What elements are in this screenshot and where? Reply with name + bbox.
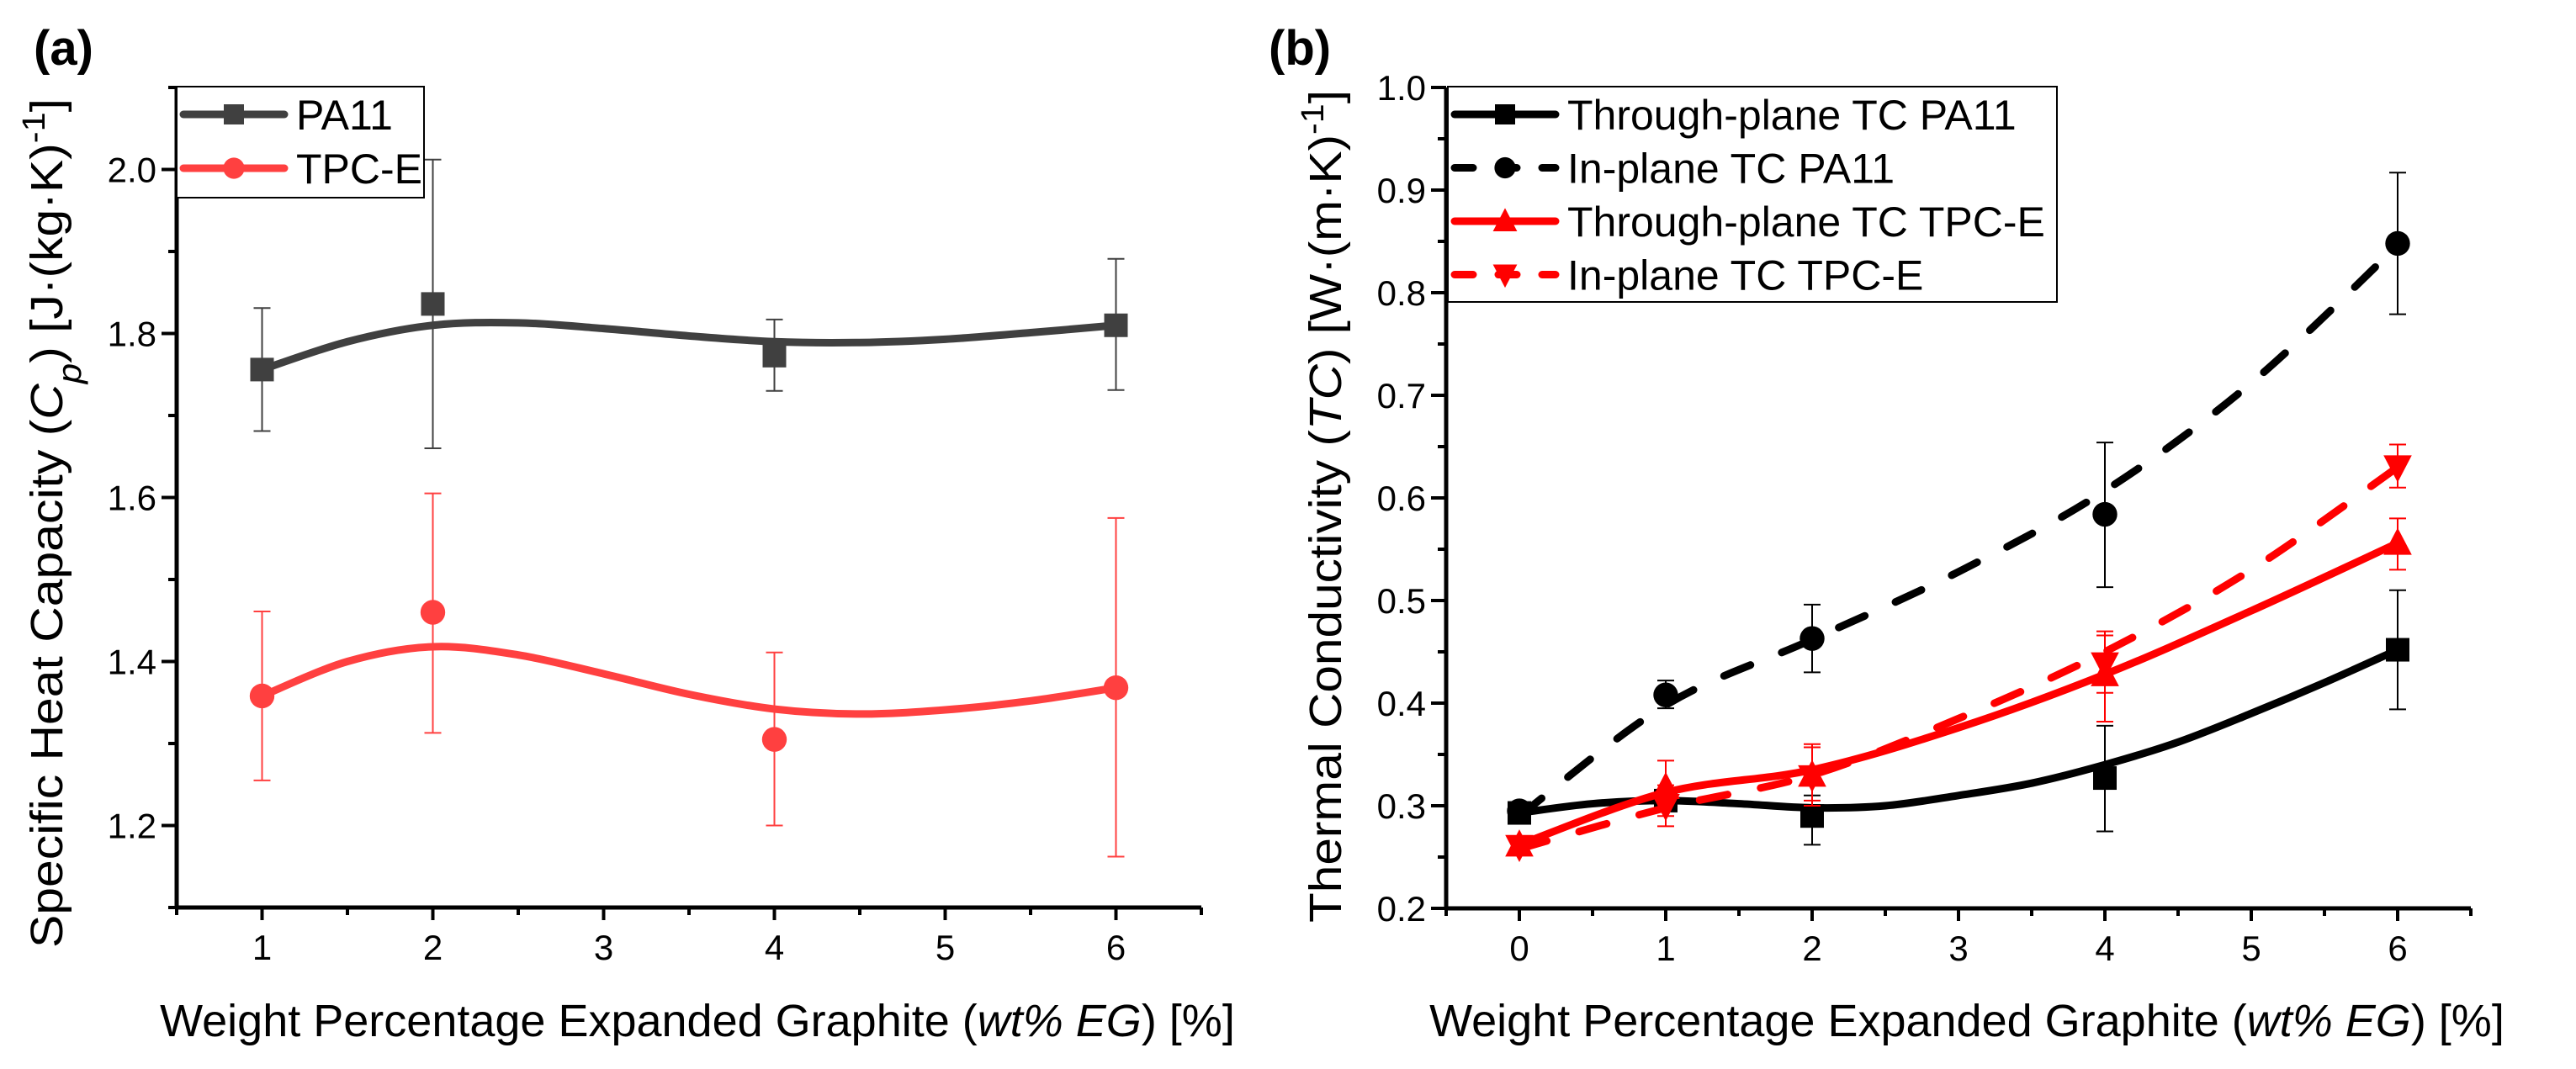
- x-tick-label: 1: [1656, 929, 1675, 968]
- data-point: [1799, 626, 1825, 651]
- x-axis-title: Weight Percentage Expanded Graphite (wt%…: [1429, 996, 2504, 1046]
- series-in-plane-tc-tpc-e: [1505, 443, 2412, 862]
- y-tick-label: 1.2: [108, 807, 156, 846]
- data-point: [2385, 230, 2410, 257]
- legend-box: [176, 86, 425, 198]
- legend: PA11 TPC-E: [176, 86, 425, 198]
- legend-marker: [1492, 208, 1518, 231]
- data-point: [1651, 794, 1680, 822]
- label-part: wt% EG: [2247, 996, 2411, 1046]
- x-tick-label: 5: [2241, 929, 2261, 968]
- data-point: [2383, 455, 2412, 483]
- data-point: [2091, 652, 2119, 680]
- data-point: [1653, 682, 1678, 707]
- y-tick-label: 0.4: [1377, 684, 1426, 723]
- x-tick-label: 6: [1106, 928, 1126, 967]
- panel-b: (b) 0 1 2 3 4 5 6 0.2 0.3 0.4 0.5 0.6 0.7 0.8 0.9 1.0 Wei…: [1269, 21, 2504, 1046]
- label-part: ]: [1301, 90, 1351, 103]
- x-tick-label: 3: [594, 928, 613, 967]
- x-tick-label: 1: [252, 928, 272, 967]
- data-point: [250, 357, 274, 382]
- legend-box: [1447, 86, 2058, 303]
- panel-label: (b): [1269, 21, 1331, 76]
- label-part: Weight Percentage Expanded Graphite (: [1429, 996, 2247, 1046]
- legend-label: In-plane TC PA11: [1567, 146, 1895, 193]
- data-point: [1505, 834, 1534, 862]
- y-tick-label: 0.3: [1377, 786, 1426, 826]
- label-part: ) [%]: [1142, 996, 1235, 1046]
- label-part: Weight Percentage Expanded Graphite (: [160, 996, 978, 1046]
- label-part: Specific Heat Capacity (: [22, 420, 72, 948]
- data-point: [761, 727, 787, 752]
- legend-label: Through-plane TC PA11: [1567, 92, 2017, 139]
- fit-curve: [1515, 463, 2402, 853]
- legend-marker: [1495, 104, 1515, 124]
- x-tick-label: 5: [936, 928, 955, 967]
- x-tick-label: 6: [2388, 929, 2407, 968]
- legend: Through-plane TC PA11 In-plane TC PA11 Thr…: [1447, 86, 2058, 303]
- data-point: [1103, 675, 1129, 701]
- label-part: ]: [22, 98, 72, 112]
- series-tpc-e: [249, 492, 1129, 858]
- legend-label: In-plane TC TPC-E: [1567, 252, 1923, 299]
- label-part: ) [W·(m·K): [1301, 135, 1351, 364]
- label-part: -1: [1296, 103, 1331, 135]
- data-point: [421, 292, 445, 316]
- label-part: ) [%]: [2411, 996, 2504, 1046]
- fit-curve: [258, 318, 1120, 373]
- data-point: [249, 683, 275, 709]
- data-point: [762, 343, 787, 368]
- y-tick-label: 0.2: [1377, 889, 1426, 929]
- fit-curve: [258, 643, 1120, 718]
- y-tick-label: 0.7: [1377, 376, 1426, 415]
- data-point: [1104, 313, 1128, 337]
- y-tick-label: 1.6: [108, 479, 156, 518]
- x-tick-label: 2: [423, 928, 443, 967]
- x-tick-label: 2: [1802, 929, 1821, 968]
- y-axis-title: Thermal Conductivity (TC) [W·(m·K)-1]: [1296, 90, 1351, 923]
- x-axis-title: Weight Percentage Expanded Graphite (wt%…: [160, 996, 1235, 1046]
- data-point: [2386, 638, 2409, 662]
- legend-label: Through-plane TC TPC-E: [1567, 198, 2045, 246]
- legend-marker: [223, 157, 245, 179]
- panel-label: (a): [34, 21, 93, 76]
- label-part: p: [51, 363, 88, 384]
- y-tick-label: 0.8: [1377, 273, 1426, 313]
- legend-marker: [1492, 264, 1518, 288]
- x-tick-label: 0: [1509, 929, 1529, 968]
- series-pa11: [250, 158, 1128, 449]
- legend-label: TPC-E: [296, 146, 422, 193]
- data-point: [420, 600, 446, 625]
- y-tick-label: 1.8: [108, 315, 156, 354]
- data-point: [1800, 804, 1824, 828]
- y-tick-label: 2.0: [108, 151, 156, 190]
- x-tick-label: 4: [2095, 929, 2114, 968]
- label-part: -1: [17, 112, 52, 143]
- data-point: [2383, 527, 2412, 555]
- label-part: ) [J·(kg·K): [22, 143, 72, 363]
- legend-marker: [1494, 156, 1516, 179]
- label-part: Thermal Conductivity (: [1301, 430, 1351, 923]
- data-point: [1507, 798, 1532, 823]
- data-point: [1798, 765, 1826, 793]
- x-tick-label: 4: [765, 928, 784, 967]
- series-in-plane-tc-pa11: [1507, 172, 2410, 823]
- y-tick-label: 0.9: [1377, 171, 1426, 210]
- legend-marker: [224, 104, 244, 124]
- y-tick-label: 1.0: [1377, 68, 1426, 108]
- fit-curve: [1515, 539, 2402, 849]
- data-point: [2093, 766, 2117, 791]
- x-tick-label: 3: [1948, 929, 1968, 968]
- label-part: wt% EG: [978, 996, 1142, 1046]
- y-axis-title: Specific Heat Capacity (Cp) [J·(kg·K)-1]: [17, 98, 88, 948]
- y-tick-label: 0.5: [1377, 581, 1426, 621]
- legend-label: PA11: [296, 92, 393, 139]
- panel-a: (a) 1 2 3 4 5 6 1.2 1.4 1.6 1.8 2.0 Weight Percentag…: [17, 21, 1235, 1046]
- data-point: [2092, 501, 2118, 527]
- label-part: C: [22, 383, 72, 420]
- label-part: TC: [1301, 363, 1351, 430]
- y-tick-label: 1.4: [108, 643, 156, 682]
- y-tick-label: 0.6: [1377, 479, 1426, 518]
